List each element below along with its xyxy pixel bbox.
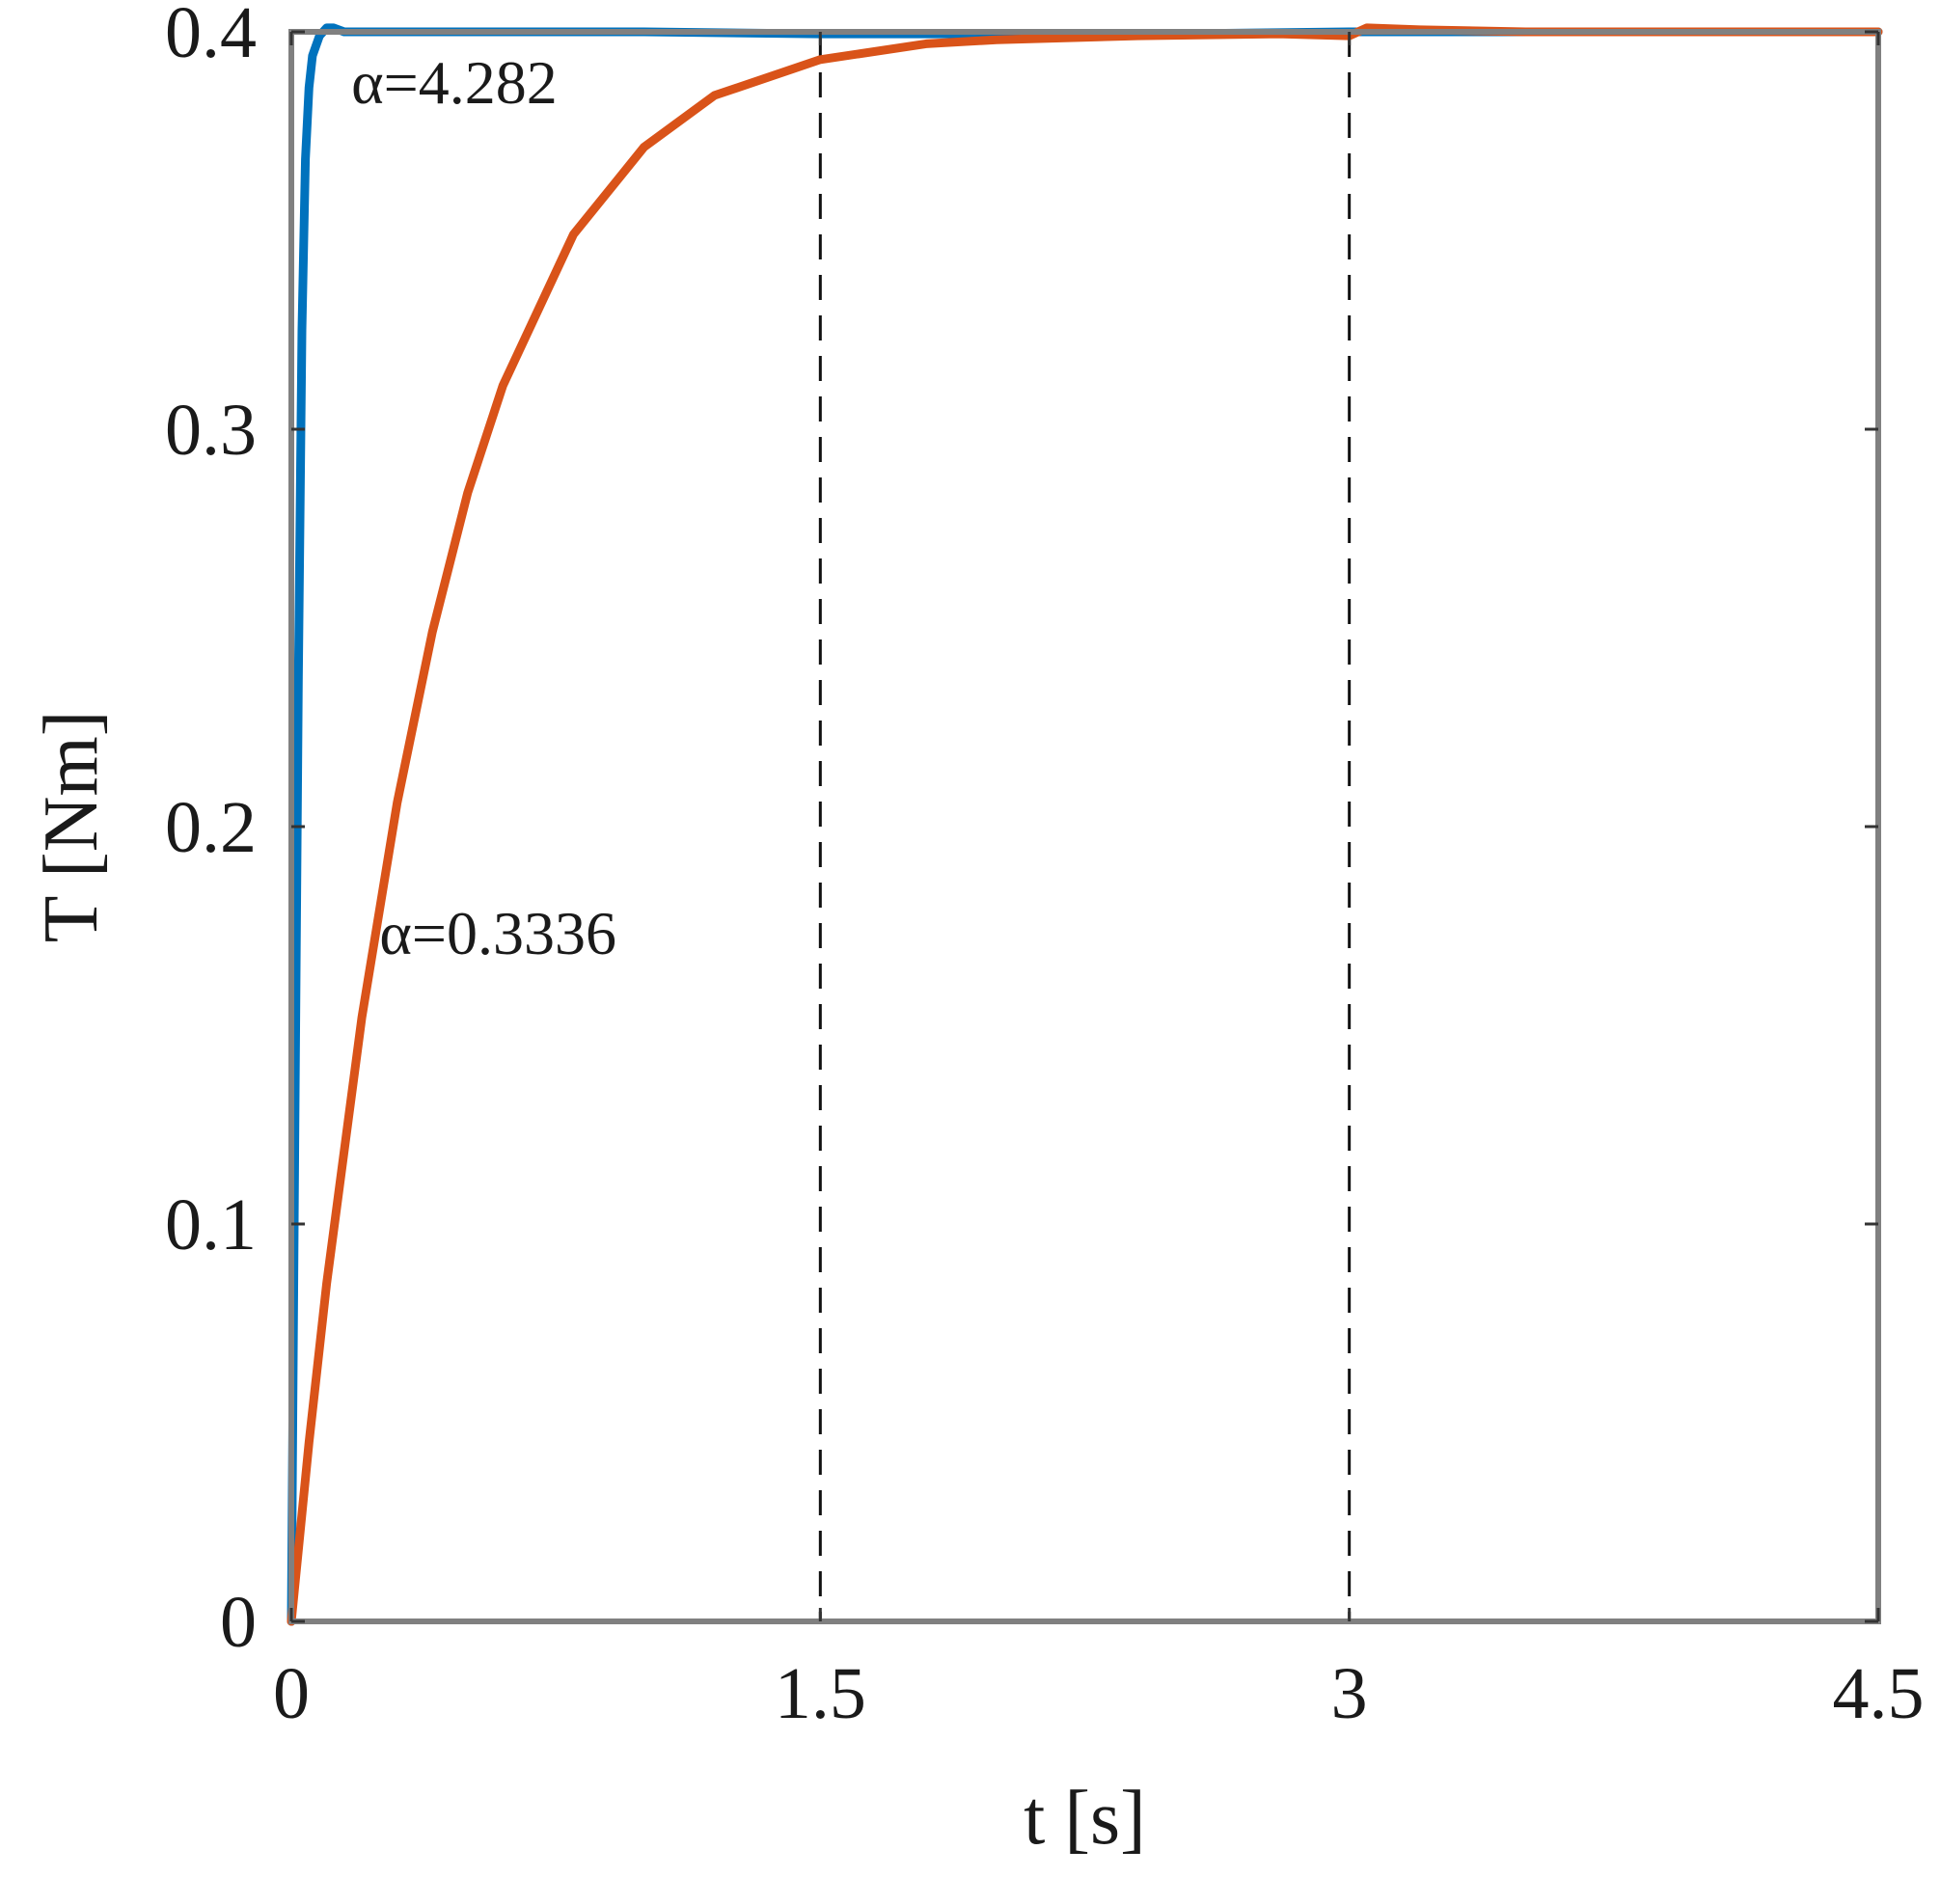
y-tick-label-2: 0.2 bbox=[165, 787, 257, 868]
series-line-1 bbox=[287, 23, 1883, 1626]
ticks: 0 1.5 3 4.5 0 0.1 0.2 0.3 0.4 bbox=[165, 0, 1925, 1734]
y-tick-label-0: 0 bbox=[220, 1582, 257, 1663]
x-tick-label-1: 1.5 bbox=[775, 1653, 866, 1734]
annotation-1: α=0.3336 bbox=[379, 899, 616, 967]
series-line-0 bbox=[287, 23, 1883, 1626]
annotations: α=4.282 α=0.3336 bbox=[351, 48, 616, 967]
y-axis-label: T [Nm] bbox=[29, 711, 114, 943]
x-tick-label-0: 0 bbox=[273, 1653, 310, 1734]
y-tick-label-4: 0.4 bbox=[165, 0, 257, 73]
x-axis-label: t [s] bbox=[1024, 1776, 1146, 1861]
reference-lines bbox=[818, 32, 1352, 1621]
axes-frame bbox=[288, 29, 1881, 1624]
series-group bbox=[287, 23, 1883, 1626]
y-tick-label-3: 0.3 bbox=[165, 390, 257, 471]
annotation-0: α=4.282 bbox=[351, 48, 558, 117]
x-tick-label-2: 3 bbox=[1331, 1653, 1368, 1734]
y-tick-label-1: 0.1 bbox=[165, 1184, 257, 1265]
x-tick-label-3: 4.5 bbox=[1833, 1653, 1925, 1734]
